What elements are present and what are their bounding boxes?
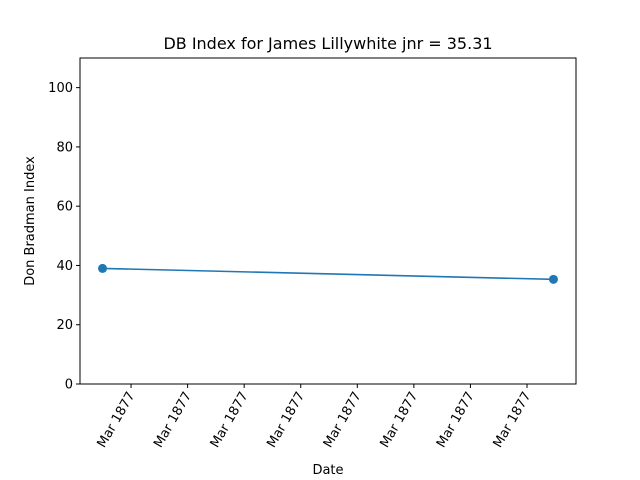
y-tick-label: 20 (56, 318, 73, 333)
y-tick-label: 60 (56, 200, 73, 215)
y-axis: 0 20 40 60 80 100 (48, 81, 80, 393)
y-tick-label: 100 (48, 81, 73, 96)
x-tick-label: Mar 1877 (321, 390, 365, 451)
x-tick-label: Mar 1877 (208, 390, 252, 451)
y-tick-label: 80 (56, 140, 73, 155)
x-tick-label: Mar 1877 (151, 390, 195, 451)
x-tick-label: Mar 1877 (434, 390, 478, 451)
plot-area (79, 57, 577, 385)
x-axis-label: Date (312, 463, 343, 478)
chart-title: DB Index for James Lillywhite jnr = 35.3… (163, 34, 492, 53)
x-tick-label: Mar 1877 (95, 390, 139, 451)
x-tick-label: Mar 1877 (377, 390, 421, 451)
x-axis: Mar 1877 Mar 1877 Mar 1877 Mar 1877 Mar 1877… (95, 384, 535, 451)
series-line (102, 267, 554, 281)
y-tick-label: 0 (65, 378, 73, 393)
y-axis-label: Don Bradman Index (23, 156, 38, 286)
data-point (98, 263, 108, 273)
y-tick-label: 40 (56, 259, 73, 274)
data-point (548, 274, 558, 284)
series-layer (98, 263, 558, 284)
x-tick-label: Mar 1877 (264, 390, 308, 451)
x-tick-label: Mar 1877 (491, 390, 535, 451)
